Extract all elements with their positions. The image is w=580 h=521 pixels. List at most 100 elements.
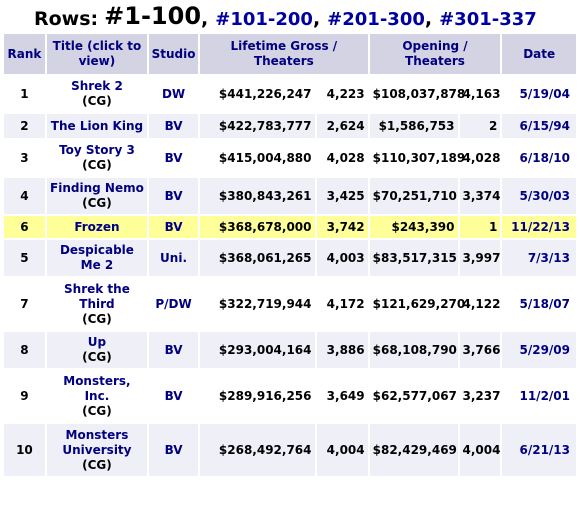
column-header-title[interactable]: Title (click to view) (46, 34, 148, 74)
studio-cell[interactable]: BV (149, 114, 199, 138)
movie-title-link[interactable]: Shrek the Third (64, 281, 130, 311)
table-row: 7 Shrek the Third (CG) P/DW $322,719,944 4,17… (4, 278, 576, 330)
lifetime-gross-cell: $441,226,247 (200, 76, 315, 112)
cg-tag: (CG) (82, 196, 112, 210)
studio-cell[interactable]: BV (149, 424, 199, 476)
opening-gross-cell: $68,108,790 (369, 332, 458, 368)
movie-title-link[interactable]: Frozen (74, 219, 120, 234)
lifetime-gross-cell: $415,004,880 (200, 140, 315, 176)
studio-cell[interactable]: BV (149, 332, 199, 368)
rank-cell: 4 (4, 178, 45, 214)
table-row: 8 Up (CG) BV $293,004,164 3,886 $68,108,790 3,7… (4, 332, 576, 368)
rank-cell: 7 (4, 278, 45, 330)
column-header-lifetime-gross[interactable]: Lifetime Gross / Theaters (200, 34, 368, 74)
date-cell[interactable]: 5/29/09 (502, 332, 576, 368)
lifetime-theaters-cell: 4,004 (316, 424, 368, 476)
movie-title-link[interactable]: The Lion King (50, 118, 144, 133)
lifetime-theaters-cell: 4,223 (316, 76, 368, 112)
rank-cell: 1 (4, 76, 45, 112)
movie-title-link[interactable]: Monsters University (62, 427, 132, 457)
rank-cell: 5 (4, 240, 45, 276)
table-row: 9 Monsters, Inc. (CG) BV $289,916,256 3,649 $6… (4, 370, 576, 422)
lifetime-gross-cell: $289,916,256 (200, 370, 315, 422)
lifetime-theaters-cell: 3,649 (316, 370, 368, 422)
date-cell[interactable]: 6/21/13 (502, 424, 576, 476)
lifetime-gross-cell: $268,492,764 (200, 424, 315, 476)
opening-theaters-cell: 4,163 (459, 76, 500, 112)
title-cell: Frozen (46, 216, 148, 238)
lifetime-theaters-cell: 4,003 (316, 240, 368, 276)
studio-cell[interactable]: P/DW (149, 278, 199, 330)
date-cell[interactable]: 11/2/01 (502, 370, 576, 422)
opening-gross-cell: $121,629,270 (369, 278, 465, 330)
column-header-rank[interactable]: Rank (4, 34, 45, 74)
studio-cell[interactable]: BV (149, 370, 199, 422)
opening-gross-cell: $83,517,315 (369, 240, 458, 276)
lifetime-gross-cell: $380,843,261 (200, 178, 315, 214)
opening-gross-cell: $243,390 (369, 216, 458, 238)
opening-theaters-cell: 2 (459, 114, 501, 138)
box-office-table: Rank Title (click to view) Studio Lifeti… (2, 32, 578, 478)
date-cell[interactable]: 7/3/13 (502, 240, 576, 276)
movie-title-link[interactable]: Toy Story 3 (59, 143, 135, 157)
rows-link-301-337[interactable]: #301-337 (439, 9, 537, 30)
column-header-studio[interactable]: Studio (149, 34, 199, 74)
studio-cell[interactable]: BV (149, 178, 199, 214)
opening-theaters-cell: 1 (459, 216, 501, 238)
date-cell[interactable]: 5/30/03 (502, 178, 576, 214)
table-body: 1 Shrek 2 (CG) DW $441,226,247 4,223 $108,037,… (4, 76, 576, 476)
opening-theaters-cell: 3,374 (459, 178, 500, 214)
opening-theaters-cell: 4,122 (459, 278, 500, 330)
table-row: 2 The Lion King BV $422,783,777 2,624 $1,586,… (4, 114, 576, 138)
title-cell: Monsters University (CG) (46, 424, 148, 476)
movie-title-link[interactable]: Despicable Me 2 (59, 243, 134, 272)
rows-link-101-200[interactable]: #101-200 (215, 9, 313, 30)
movie-title-link[interactable]: Up (87, 335, 107, 349)
date-cell[interactable]: 6/15/94 (502, 114, 576, 138)
title-cell: The Lion King (46, 114, 148, 138)
date-cell[interactable]: 6/18/10 (502, 140, 576, 176)
column-header-opening[interactable]: Opening / Theaters (369, 34, 501, 74)
movie-title-link[interactable]: Finding Nemo (50, 181, 144, 195)
opening-theaters-cell: 4,004 (459, 424, 500, 476)
studio-cell[interactable]: BV (149, 216, 199, 238)
title-cell: Shrek the Third (CG) (46, 278, 148, 330)
cg-tag: (CG) (82, 94, 112, 108)
table-row: 3 Toy Story 3 (CG) BV $415,004,880 4,028 $110,… (4, 140, 576, 176)
lifetime-theaters-cell: 4,172 (316, 278, 368, 330)
rows-pagination: Rows: #1-100, #101-200, #201-300, #301-3… (0, 0, 580, 32)
rank-cell: 6 (4, 216, 45, 238)
lifetime-theaters-cell: 3,886 (316, 332, 368, 368)
movie-title-link[interactable]: Monsters, Inc. (63, 373, 131, 403)
table-header-row: Rank Title (click to view) Studio Lifeti… (4, 34, 576, 74)
opening-theaters-cell: 3,237 (459, 370, 500, 422)
studio-cell[interactable]: DW (149, 76, 199, 112)
opening-theaters-cell: 4,028 (459, 140, 500, 176)
title-cell: Shrek 2 (CG) (46, 76, 148, 112)
lifetime-theaters-cell: 4,028 (316, 140, 368, 176)
date-cell[interactable]: 5/18/07 (502, 278, 576, 330)
rank-cell: 9 (4, 370, 45, 422)
studio-cell[interactable]: BV (149, 140, 199, 176)
rows-label: Rows: (34, 8, 99, 30)
table-row: 5 Despicable Me 2 Uni. $368,061,265 4,003 $83… (4, 240, 576, 276)
date-cell[interactable]: 5/19/04 (502, 76, 576, 112)
cg-tag: (CG) (82, 311, 112, 326)
column-header-date[interactable]: Date (502, 34, 576, 74)
lifetime-gross-cell: $368,678,000 (200, 216, 315, 238)
lifetime-gross-cell: $293,004,164 (200, 332, 315, 368)
movie-title-link[interactable]: Shrek 2 (71, 79, 123, 93)
lifetime-theaters-cell: 3,425 (316, 178, 368, 214)
cg-tag: (CG) (82, 403, 112, 418)
lifetime-gross-cell: $322,719,944 (200, 278, 315, 330)
rows-separator: , (424, 8, 433, 30)
studio-cell[interactable]: Uni. (149, 240, 199, 276)
table-row: 1 Shrek 2 (CG) DW $441,226,247 4,223 $108,037,… (4, 76, 576, 112)
title-cell: Finding Nemo (CG) (46, 178, 148, 214)
rank-cell: 10 (4, 424, 45, 476)
rows-link-201-300[interactable]: #201-300 (327, 9, 425, 30)
rows-current-range: #1-100 (104, 2, 202, 30)
cg-tag: (CG) (82, 158, 112, 172)
date-cell[interactable]: 11/22/13 (502, 216, 576, 238)
rank-cell: 3 (4, 140, 45, 176)
